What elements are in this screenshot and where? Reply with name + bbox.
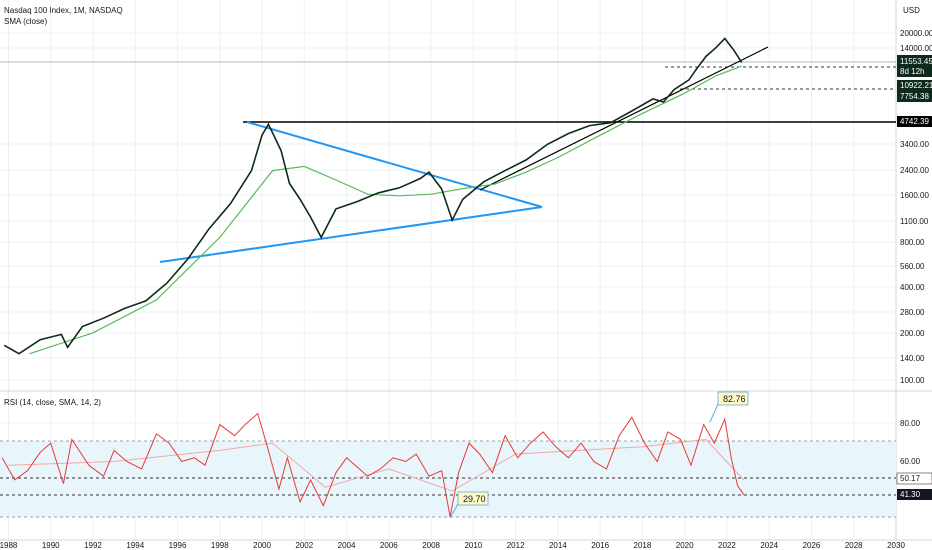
rsi-sma-badge: 50.17 xyxy=(896,472,932,485)
rsi-callout-low-label: 29.70 xyxy=(463,494,486,504)
time-tick: 2016 xyxy=(591,541,609,550)
time-tick: 1994 xyxy=(126,541,144,550)
time-tick: 2004 xyxy=(338,541,356,550)
rsi-callout-low[interactable]: 29.70 xyxy=(449,491,489,519)
trendline[interactable] xyxy=(479,46,769,191)
price-tick: 400.00 xyxy=(900,283,925,292)
rsi-tick: 80.00 xyxy=(900,419,921,428)
currency-label: USD xyxy=(903,6,920,15)
rsi-tick: 60.00 xyxy=(900,457,921,466)
time-tick: 2024 xyxy=(760,541,778,550)
level-value-2: 4742.39 xyxy=(900,117,929,126)
time-tick: 2014 xyxy=(549,541,567,550)
rsi-callout-high-label: 82.76 xyxy=(723,394,746,404)
time-tick: 1992 xyxy=(84,541,102,550)
rsi-line[interactable] xyxy=(1,412,745,517)
time-tick: 1996 xyxy=(169,541,187,550)
time-tick: 2026 xyxy=(803,541,821,550)
price-line[interactable] xyxy=(3,37,743,355)
price-tick: 100.00 xyxy=(900,376,925,385)
time-tick: 2002 xyxy=(295,541,313,550)
chart-title: Nasdaq 100 Index, 1M, NASDAQ xyxy=(4,6,123,15)
price-tick: 280.00 xyxy=(900,308,925,317)
triangle-lower-line[interactable] xyxy=(159,206,543,263)
time-tick: 2012 xyxy=(507,541,525,550)
price-tick: 14000.00 xyxy=(900,44,932,53)
price-tick: 3400.00 xyxy=(900,140,929,149)
price-tick: 20000.00 xyxy=(900,29,932,38)
sma-value: 10922.21 xyxy=(900,81,932,90)
rsi-sma-value: 50.17 xyxy=(900,474,921,483)
time-tick: 2020 xyxy=(676,541,694,550)
price-tick: 2400.00 xyxy=(900,166,929,175)
sma-badge: 10922.21 xyxy=(897,80,932,91)
time-tick: 2010 xyxy=(464,541,482,550)
price-tick: 200.00 xyxy=(900,329,925,338)
rsi-value: 41.30 xyxy=(900,490,921,499)
time-tick: 1990 xyxy=(42,541,60,550)
level-badge-1: 7754.38 xyxy=(897,91,932,102)
price-tick: 1600.00 xyxy=(900,191,929,200)
last-price-value: 11553.45 xyxy=(900,57,932,66)
time-tick: 2018 xyxy=(634,541,652,550)
price-tick: 800.00 xyxy=(900,238,925,247)
time-tick: 2006 xyxy=(380,541,398,550)
sma-line[interactable] xyxy=(29,65,742,355)
time-tick: 2022 xyxy=(718,541,736,550)
time-axis: 1988 1990 1992 1994 1996 1998 2000 2002 2004 2006… xyxy=(0,541,905,550)
indicator-label: SMA (close) xyxy=(4,17,47,26)
time-tick: 1998 xyxy=(211,541,229,550)
price-tick: 140.00 xyxy=(900,354,925,363)
level-value-1: 7754.38 xyxy=(900,92,929,101)
rsi-sma-line xyxy=(8,438,745,492)
triangle-upper-line[interactable] xyxy=(246,121,543,208)
level-badge-2: 4742.39 xyxy=(897,116,932,127)
rsi-label: RSI (14, close, SMA, 14, 2) xyxy=(4,398,101,407)
rsi-callout-high[interactable]: 82.76 xyxy=(709,391,749,423)
time-tick: 2008 xyxy=(422,541,440,550)
price-tick: 560.00 xyxy=(900,262,925,271)
rsi-badge: 41.30 xyxy=(897,489,932,500)
price-tick: 1100.00 xyxy=(900,217,929,226)
last-price-badge: 11553.45 8d 12h xyxy=(897,55,932,77)
time-tick: 2030 xyxy=(887,541,905,550)
time-tick: 2000 xyxy=(253,541,271,550)
countdown-value: 8d 12h xyxy=(900,67,924,76)
time-tick: 2028 xyxy=(845,541,863,550)
time-tick: 1988 xyxy=(0,541,18,550)
price-axis: 20000.00 14000.00 3400.00 2400.00 1600.0… xyxy=(900,29,932,385)
